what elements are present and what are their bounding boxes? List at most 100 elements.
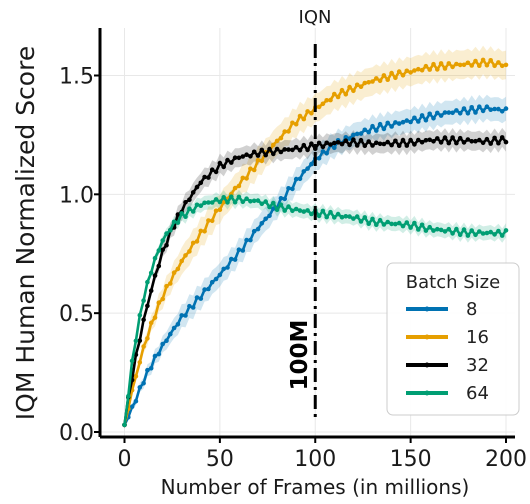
point — [366, 221, 372, 226]
point — [271, 200, 276, 206]
point — [171, 270, 177, 276]
point — [480, 108, 486, 114]
point — [320, 208, 326, 214]
point — [385, 219, 391, 225]
point — [412, 220, 417, 226]
point — [347, 214, 352, 219]
point — [465, 60, 471, 66]
point — [400, 119, 406, 125]
point — [347, 84, 352, 90]
point — [255, 157, 261, 163]
point — [141, 317, 146, 323]
point — [419, 67, 425, 73]
y-tick-label: 0.5 — [59, 302, 94, 327]
point — [477, 229, 482, 234]
legend-item-64: 64 — [406, 383, 489, 404]
point — [381, 126, 387, 132]
point — [435, 226, 440, 232]
point — [450, 64, 455, 70]
point — [484, 62, 490, 68]
point — [259, 221, 265, 226]
point — [404, 220, 410, 225]
point — [362, 80, 368, 86]
point — [244, 196, 249, 201]
point — [148, 270, 154, 276]
point — [145, 303, 150, 309]
point — [213, 208, 219, 214]
point — [427, 137, 433, 143]
point — [171, 325, 177, 331]
point — [332, 215, 337, 220]
legend-marker — [424, 306, 430, 312]
point — [408, 225, 413, 230]
point — [148, 320, 154, 326]
point — [366, 129, 372, 135]
point — [160, 247, 165, 253]
point — [156, 263, 162, 269]
point — [431, 61, 436, 67]
point — [293, 145, 299, 150]
point — [370, 123, 375, 129]
point — [362, 215, 368, 220]
point — [290, 186, 295, 192]
point — [438, 227, 444, 233]
point — [202, 229, 207, 234]
point — [377, 78, 383, 84]
point — [335, 211, 341, 217]
point — [206, 218, 211, 223]
point — [366, 139, 372, 144]
point — [419, 139, 425, 145]
point — [290, 147, 295, 153]
point — [450, 135, 455, 140]
point — [190, 240, 196, 246]
point — [347, 142, 352, 148]
point — [416, 66, 421, 72]
point — [293, 121, 299, 127]
point — [499, 233, 505, 238]
point — [297, 147, 303, 153]
point — [488, 229, 494, 235]
point — [316, 213, 322, 219]
point — [206, 175, 211, 180]
point — [232, 199, 238, 205]
point — [457, 62, 463, 68]
point — [248, 166, 253, 171]
point — [465, 137, 471, 142]
point — [412, 68, 417, 73]
markers-batch-16 — [122, 57, 509, 428]
point — [286, 129, 291, 134]
point — [354, 131, 360, 137]
point — [469, 228, 475, 233]
x-tick-label: 200 — [485, 447, 527, 472]
band-batch-16 — [124, 45, 506, 428]
point — [293, 206, 299, 212]
point — [381, 73, 387, 78]
point — [343, 214, 349, 219]
point — [469, 139, 475, 144]
point — [431, 228, 436, 233]
point — [183, 313, 188, 318]
point — [484, 136, 490, 142]
point — [183, 253, 188, 258]
point — [362, 127, 368, 133]
point — [484, 104, 490, 109]
point — [496, 228, 501, 234]
point — [343, 138, 349, 143]
point — [202, 287, 207, 292]
point — [221, 164, 226, 170]
point — [442, 110, 448, 115]
point — [244, 176, 249, 181]
point — [477, 63, 482, 68]
point — [263, 199, 269, 204]
point — [259, 201, 265, 207]
point — [454, 140, 459, 146]
point — [442, 66, 448, 71]
legend-item-32: 32 — [406, 355, 489, 376]
point — [366, 80, 372, 85]
point — [278, 149, 284, 155]
point — [454, 61, 459, 67]
point — [374, 222, 379, 227]
point — [145, 336, 150, 341]
point — [427, 111, 433, 117]
